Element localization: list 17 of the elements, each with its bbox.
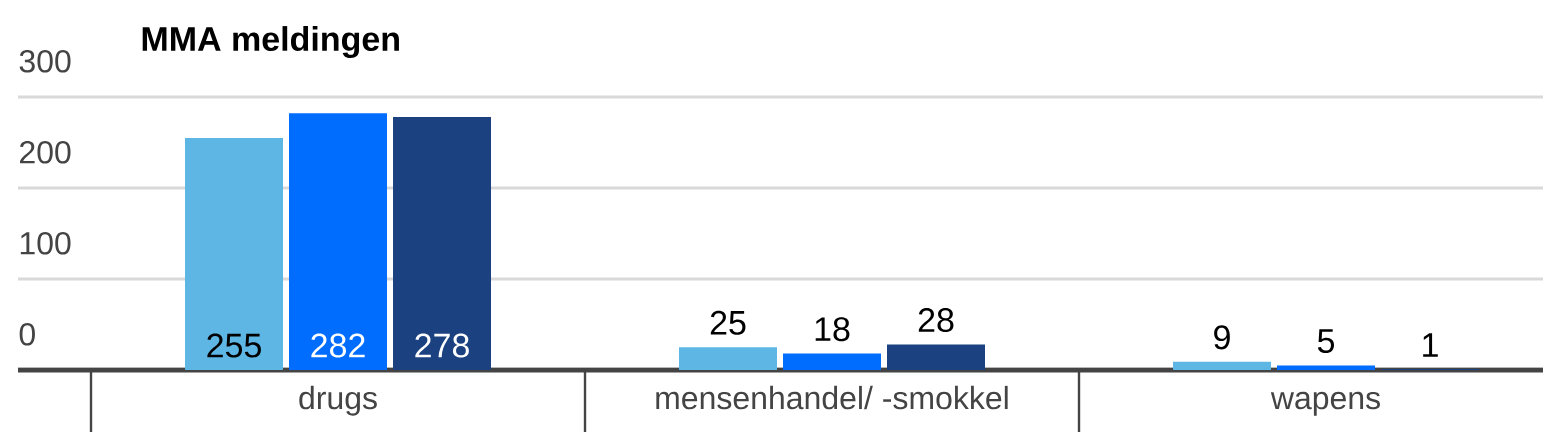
y-tick-label: 100: [20, 231, 71, 255]
y-tick-label: 0: [19, 322, 35, 346]
data-label: 25: [710, 310, 746, 335]
x-tick-label: drugs: [299, 385, 377, 416]
data-label: 1: [1423, 333, 1438, 357]
data-label: 278: [415, 333, 469, 358]
x-tick-label: wapens: [1270, 391, 1380, 416]
data-label: 9: [1214, 325, 1230, 350]
data-label: 5: [1317, 329, 1335, 354]
data-label: 282: [311, 333, 365, 358]
y-tick-label: 200: [20, 140, 71, 164]
x-tick-label: mensenhandel/ -smokkel: [656, 385, 1008, 410]
y-tick-label: 300: [19, 49, 71, 73]
data-label: 255: [207, 333, 261, 358]
data-label: 28: [918, 308, 954, 333]
data-label: 18: [815, 317, 850, 342]
chart-title: MMA meldingen: [142, 26, 399, 58]
